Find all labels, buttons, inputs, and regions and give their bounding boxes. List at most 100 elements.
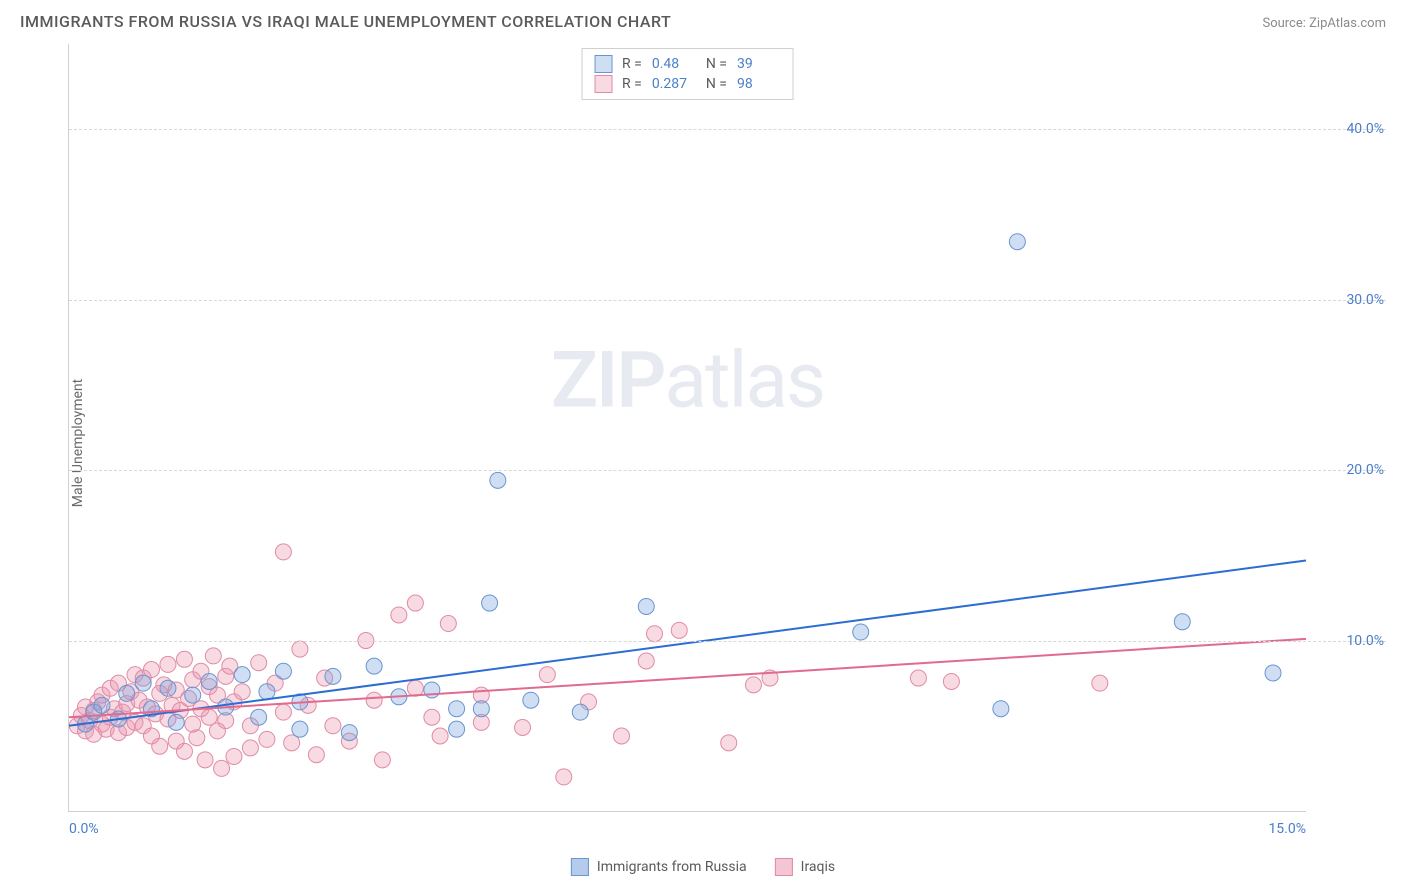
data-point: [259, 684, 275, 700]
data-point: [943, 673, 959, 689]
data-point: [189, 730, 205, 746]
y-tick-label: 10.0%: [1314, 633, 1384, 649]
data-point: [407, 680, 423, 696]
data-point: [251, 709, 267, 725]
data-point: [614, 728, 630, 744]
y-tick-label: 30.0%: [1314, 292, 1384, 308]
legend-label: Immigrants from Russia: [597, 859, 747, 875]
data-point: [160, 656, 176, 672]
data-point: [638, 653, 654, 669]
data-point: [275, 663, 291, 679]
data-point: [391, 607, 407, 623]
data-point: [119, 685, 135, 701]
data-point: [424, 709, 440, 725]
data-point: [647, 626, 663, 642]
data-point: [407, 595, 423, 611]
data-point: [94, 697, 110, 713]
data-point: [152, 738, 168, 754]
plot-svg: [69, 44, 1306, 811]
data-point: [910, 670, 926, 686]
legend-stats-box: R = 0.48 N = 39 R = 0.287 N = 98: [581, 48, 794, 100]
data-point: [853, 624, 869, 640]
data-point: [341, 725, 357, 741]
data-point: [251, 655, 267, 671]
chart-source: Source: ZipAtlas.com: [1262, 16, 1386, 31]
stat-n-label: N =: [706, 56, 727, 72]
data-point: [168, 714, 184, 730]
data-point: [539, 667, 555, 683]
gridline: [69, 470, 1386, 471]
data-point: [366, 658, 382, 674]
bottom-legend: Immigrants from Russia Iraqis: [571, 858, 835, 876]
data-point: [523, 692, 539, 708]
data-point: [482, 595, 498, 611]
stat-n-value: 39: [737, 56, 781, 72]
gridline: [69, 129, 1386, 130]
data-point: [671, 622, 687, 638]
data-point: [176, 743, 192, 759]
data-point: [449, 721, 465, 737]
data-point: [721, 735, 737, 751]
y-tick-label: 40.0%: [1314, 121, 1384, 137]
data-point: [1092, 675, 1108, 691]
data-point: [325, 668, 341, 684]
data-point: [308, 747, 324, 763]
data-point: [556, 769, 572, 785]
data-point: [440, 616, 456, 632]
data-point: [234, 667, 250, 683]
data-point: [515, 719, 531, 735]
data-point: [275, 544, 291, 560]
data-point: [745, 677, 761, 693]
stat-r-value: 0.287: [652, 76, 696, 92]
data-point: [259, 731, 275, 747]
data-point: [993, 701, 1009, 717]
stat-n-label: N =: [706, 76, 727, 92]
chart-container: Male Unemployment ZIPatlas R = 0.48 N = …: [20, 44, 1386, 842]
stat-r-label: R =: [622, 56, 642, 72]
y-tick-label: 20.0%: [1314, 462, 1384, 478]
data-point: [449, 701, 465, 717]
data-point: [135, 675, 151, 691]
data-point: [201, 673, 217, 689]
data-point: [638, 598, 654, 614]
data-point: [1265, 665, 1281, 681]
data-point: [473, 701, 489, 717]
regression-line: [69, 639, 1306, 717]
stat-n-value: 98: [737, 76, 781, 92]
data-point: [214, 760, 230, 776]
stat-r-value: 0.48: [652, 56, 696, 72]
data-point: [234, 684, 250, 700]
swatch-icon: [775, 858, 793, 876]
gridline: [69, 641, 1386, 642]
legend-stats-row: R = 0.48 N = 39: [594, 55, 781, 73]
data-point: [1009, 234, 1025, 250]
legend-item: Iraqis: [775, 858, 835, 876]
swatch-icon: [594, 75, 612, 93]
data-point: [292, 721, 308, 737]
data-point: [490, 472, 506, 488]
data-point: [374, 752, 390, 768]
data-point: [572, 704, 588, 720]
data-point: [185, 687, 201, 703]
gridline: [69, 300, 1386, 301]
swatch-icon: [594, 55, 612, 73]
data-point: [226, 748, 242, 764]
plot-area: ZIPatlas R = 0.48 N = 39 R = 0.287 N = 9…: [68, 44, 1306, 812]
legend-label: Iraqis: [801, 859, 835, 875]
data-point: [275, 704, 291, 720]
legend-item: Immigrants from Russia: [571, 858, 747, 876]
chart-header: IMMIGRANTS FROM RUSSIA VS IRAQI MALE UNE…: [0, 0, 1406, 37]
data-point: [242, 740, 258, 756]
data-point: [176, 651, 192, 667]
chart-title: IMMIGRANTS FROM RUSSIA VS IRAQI MALE UNE…: [20, 12, 671, 31]
data-point: [205, 648, 221, 664]
swatch-icon: [571, 858, 589, 876]
data-point: [325, 718, 341, 734]
data-point: [197, 752, 213, 768]
data-point: [432, 728, 448, 744]
regression-line: [69, 560, 1306, 725]
x-tick-label: 15.0%: [1268, 821, 1306, 837]
legend-stats-row: R = 0.287 N = 98: [594, 75, 781, 93]
data-point: [292, 641, 308, 657]
data-point: [366, 692, 382, 708]
